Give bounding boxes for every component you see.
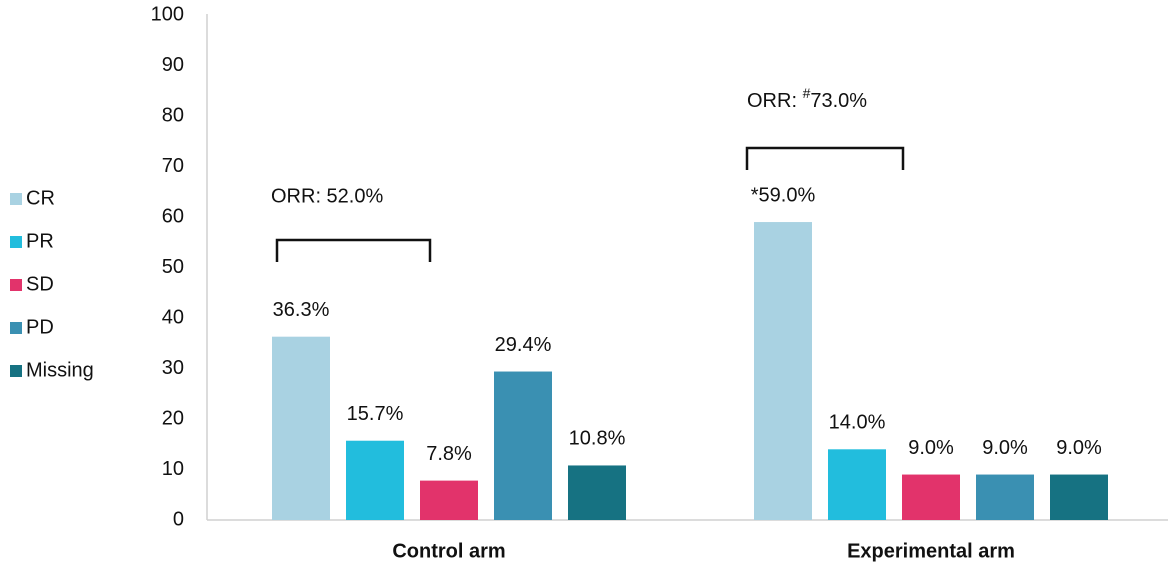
data-label: 14.0% (829, 412, 886, 434)
x-tick-label: Experimental arm (847, 540, 1015, 562)
legend-swatch (10, 279, 22, 291)
y-tick-label: 0 (173, 508, 184, 530)
x-tick-label: Control arm (392, 540, 505, 562)
y-tick-label: 80 (162, 104, 184, 126)
bar (494, 371, 552, 520)
data-label: 36.3% (273, 299, 330, 321)
y-tick-label: 40 (162, 306, 184, 328)
legend-label: CR (26, 187, 55, 209)
bar (346, 440, 404, 520)
data-label: 9.0% (1056, 437, 1102, 459)
bar (420, 480, 478, 520)
data-label: 29.4% (495, 334, 552, 356)
legend-label: Missing (26, 359, 94, 381)
bar (272, 336, 330, 520)
legend-label: PD (26, 316, 54, 338)
y-tick-label: 60 (162, 205, 184, 227)
data-label: *59.0% (751, 184, 816, 206)
annotation-part: 73.0% (810, 90, 867, 112)
annotation: ORR: 52.0% (271, 185, 383, 207)
bracket (275, 238, 432, 262)
annotation: ORR: #73.0% (747, 85, 867, 113)
data-label: 15.7% (347, 403, 404, 425)
data-label: 9.0% (908, 437, 954, 459)
y-tick-label: 20 (162, 407, 184, 429)
bar (976, 474, 1034, 520)
y-tick-label: 50 (162, 256, 184, 278)
y-tick-label: 10 (162, 458, 184, 480)
bar (754, 222, 812, 521)
y-tick-label: 30 (162, 357, 184, 379)
data-label: 10.8% (569, 428, 626, 450)
bar (1050, 474, 1108, 520)
legend-swatch (10, 193, 22, 205)
bar (568, 465, 626, 520)
bracket (745, 146, 905, 170)
legend-swatch (10, 236, 22, 248)
legend-label: PR (26, 230, 54, 252)
bar (828, 449, 886, 520)
legend-label: SD (26, 273, 54, 295)
annotation-superscript: # (803, 85, 811, 101)
legend-swatch (10, 322, 22, 334)
y-tick-label: 90 (162, 54, 184, 76)
data-label: 7.8% (426, 443, 472, 465)
y-tick-label: 70 (162, 155, 184, 177)
data-label: 9.0% (982, 437, 1028, 459)
legend-swatch (10, 365, 22, 377)
y-tick-label: 100 (151, 3, 184, 25)
annotation-part: ORR: (747, 90, 803, 112)
bar (902, 474, 960, 520)
